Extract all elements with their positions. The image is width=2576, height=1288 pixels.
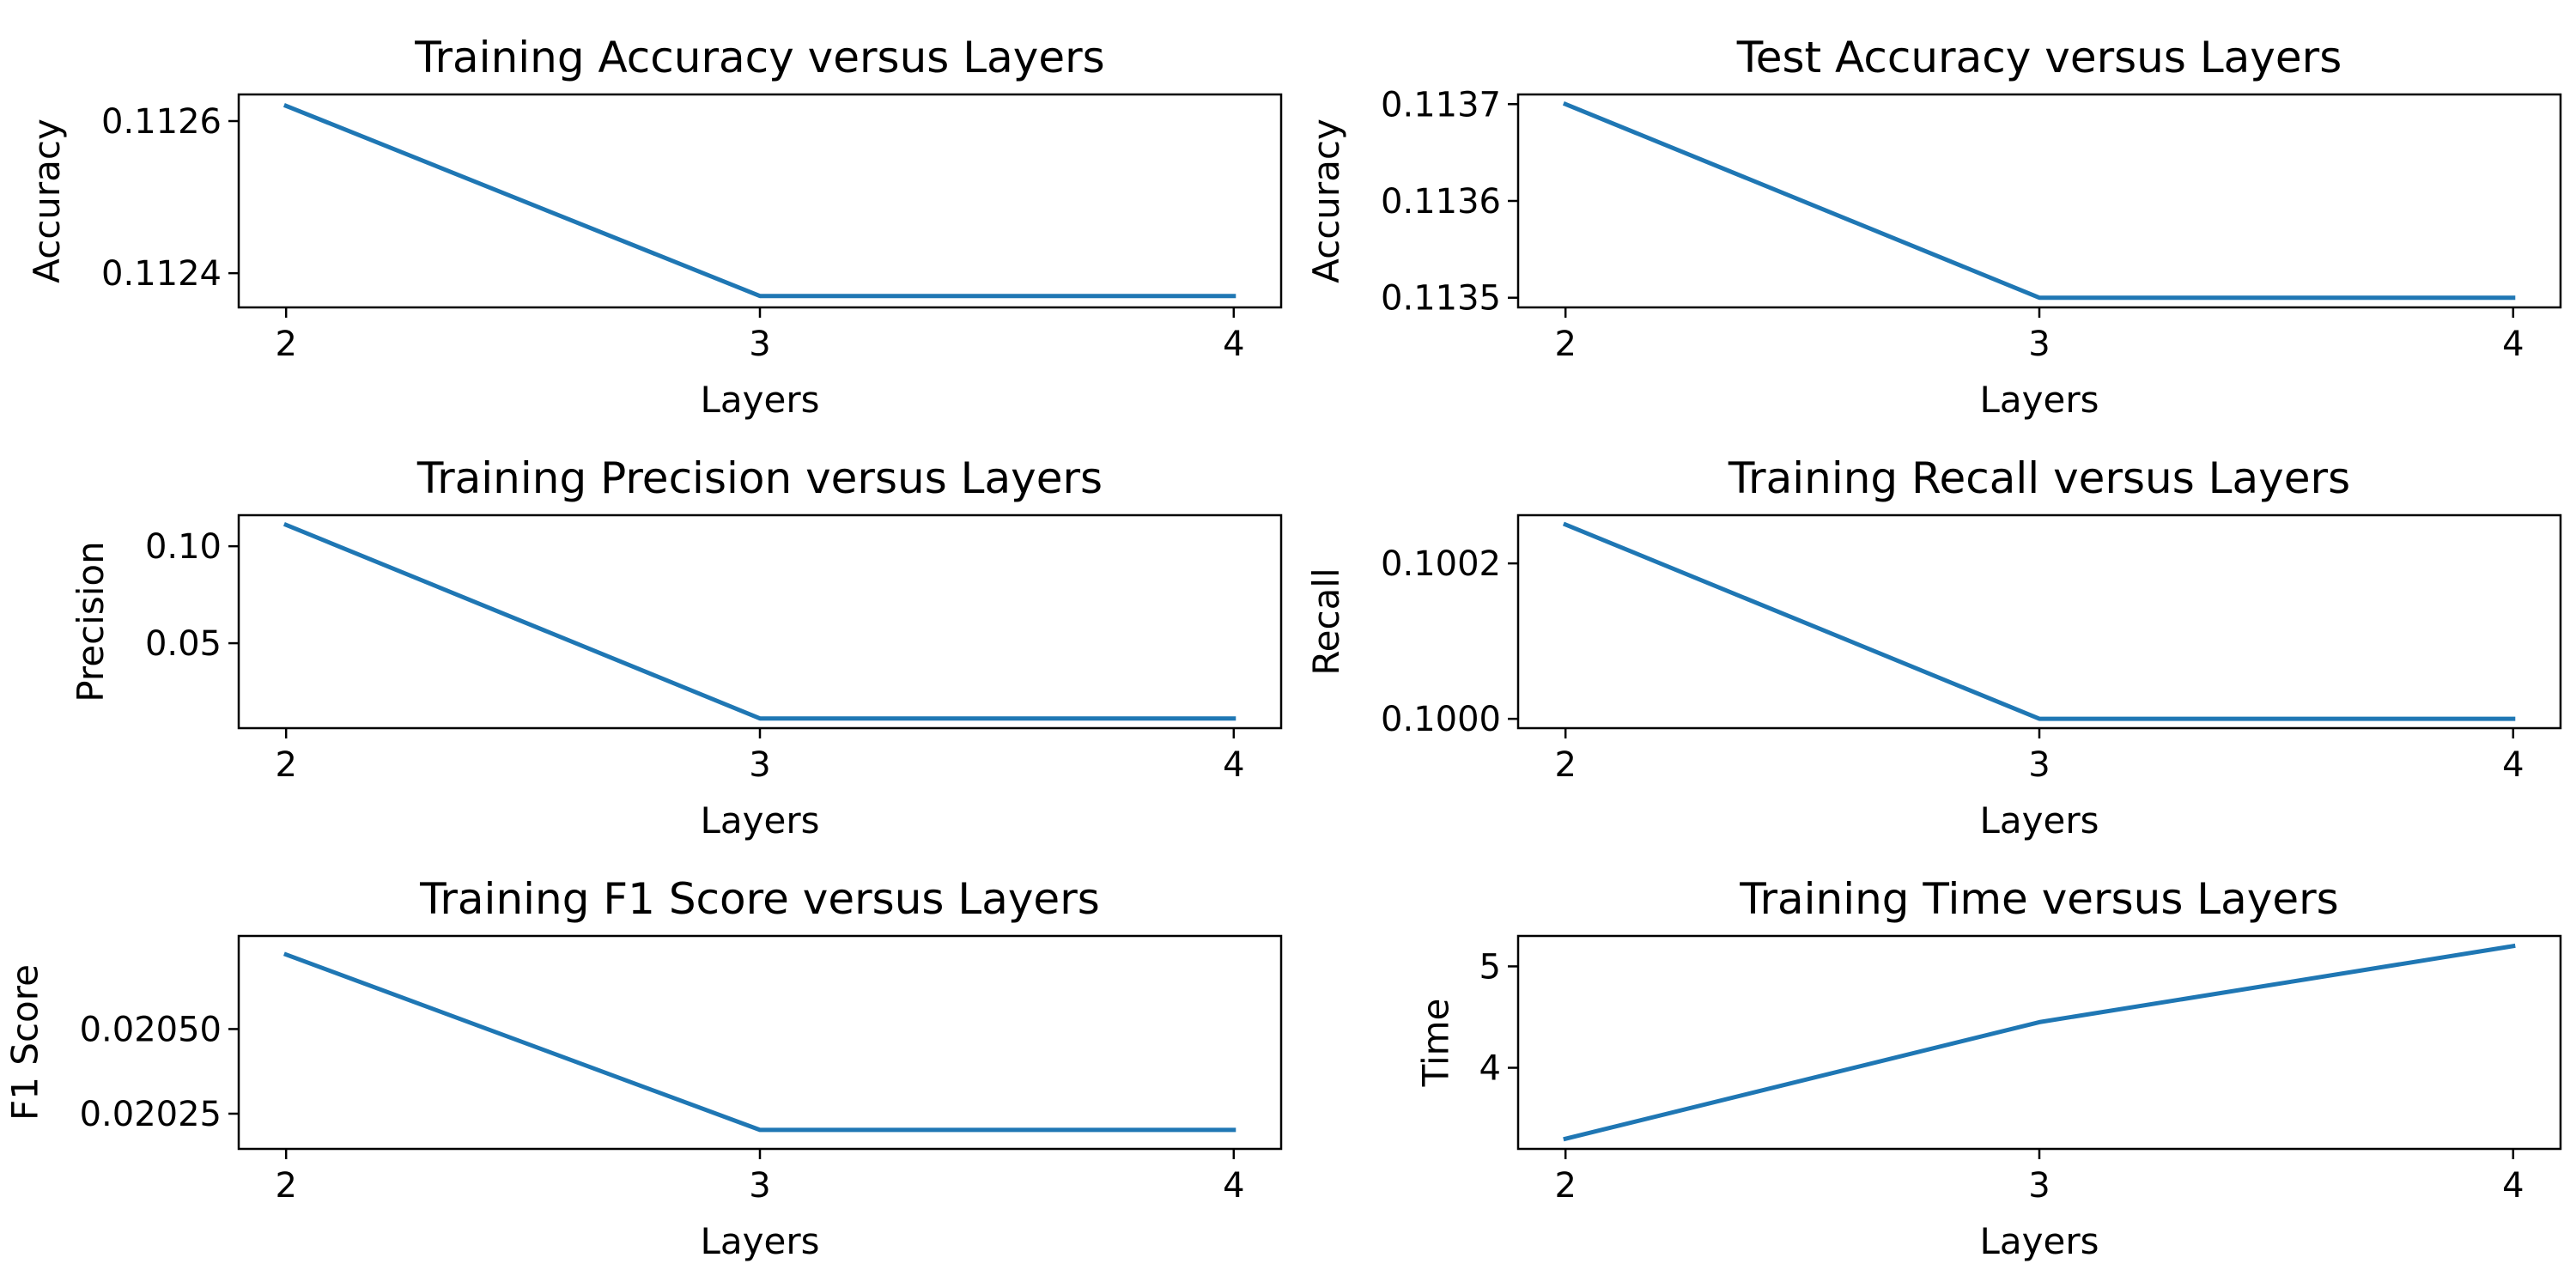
data-line bbox=[283, 951, 1236, 1133]
y-axis-label: Precision bbox=[70, 541, 112, 702]
y-tick-label: 0.10 bbox=[145, 527, 222, 567]
subplot-title: Test Accuracy versus Layers bbox=[1736, 33, 2342, 82]
data-line bbox=[1562, 521, 2516, 721]
x-tick-label: 3 bbox=[2028, 1166, 2050, 1206]
subplot-6: Training Time versus Layers 2 3 4 4 5 Layers Ti… bbox=[1415, 874, 2562, 1262]
x-axis-label: Layers bbox=[701, 379, 820, 421]
axes-frame bbox=[1516, 934, 2562, 1151]
data-line bbox=[283, 103, 1236, 299]
subplot-title: Training Recall versus Layers bbox=[1728, 453, 2350, 503]
subplot-3: Training Precision versus Layers 2 3 4 0.05 0… bbox=[70, 453, 1283, 841]
x-tick-label: 4 bbox=[2502, 325, 2524, 364]
axes-frame bbox=[237, 934, 1283, 1151]
y-tick-label: 0.1137 bbox=[1381, 85, 1501, 125]
subplot-title: Training Accuracy versus Layers bbox=[414, 33, 1104, 82]
subplot-5: Training F1 Score versus Layers 2 3 4 0.0202… bbox=[4, 874, 1283, 1262]
axes-frame bbox=[237, 513, 1283, 730]
x-tick-label: 2 bbox=[1554, 325, 1576, 364]
x-tick-label: 2 bbox=[275, 1166, 296, 1206]
x-tick-label: 4 bbox=[1223, 745, 1244, 785]
y-tick-label: 0.1002 bbox=[1381, 544, 1501, 584]
x-tick-label: 2 bbox=[1554, 745, 1576, 785]
y-tick-label: 0.1124 bbox=[101, 254, 222, 294]
x-tick-label: 4 bbox=[2502, 745, 2524, 785]
subplot-title: Training F1 Score versus Layers bbox=[419, 874, 1100, 924]
y-tick-label: 5 bbox=[1479, 947, 1501, 987]
axes-frame bbox=[1516, 93, 2562, 309]
subplot-title: Training Time versus Layers bbox=[1739, 874, 2339, 924]
data-line bbox=[283, 522, 1236, 721]
data-line bbox=[1563, 943, 2516, 1142]
y-axis-label: Recall bbox=[1305, 568, 1347, 675]
x-tick-label: 2 bbox=[275, 325, 296, 364]
y-axis-label: Time bbox=[1415, 999, 1457, 1088]
x-axis-label: Layers bbox=[701, 1220, 820, 1262]
y-axis-label: Accuracy bbox=[1305, 118, 1347, 283]
y-tick-label: 0.1136 bbox=[1381, 182, 1501, 222]
data-line bbox=[1562, 101, 2516, 301]
x-axis-label: Layers bbox=[1980, 1220, 2099, 1262]
x-tick-label: 3 bbox=[2028, 745, 2050, 785]
subplot-title: Training Precision versus Layers bbox=[416, 453, 1103, 503]
y-tick-label: 4 bbox=[1479, 1049, 1501, 1089]
x-tick-label: 4 bbox=[1223, 325, 1244, 364]
x-tick-label: 4 bbox=[2502, 1166, 2524, 1206]
x-tick-label: 2 bbox=[1554, 1166, 1576, 1206]
x-tick-label: 3 bbox=[749, 325, 770, 364]
x-tick-label: 2 bbox=[275, 745, 296, 785]
y-tick-label: 0.05 bbox=[145, 624, 222, 664]
y-axis-label: F1 Score bbox=[4, 964, 46, 1121]
subplot-2: Test Accuracy versus Layers 2 3 4 0.1135 0.11… bbox=[1305, 33, 2562, 421]
y-tick-label: 0.1000 bbox=[1381, 700, 1501, 739]
y-tick-label: 0.1126 bbox=[101, 102, 222, 142]
axes-frame bbox=[1516, 513, 2562, 730]
x-axis-label: Layers bbox=[1980, 379, 2099, 421]
x-tick-label: 3 bbox=[749, 745, 770, 785]
subplot-4: Training Recall versus Layers 2 3 4 0.1000 0.… bbox=[1305, 453, 2562, 841]
subplot-1: Training Accuracy versus Layers 2 3 4 0.1124… bbox=[26, 33, 1283, 421]
axes-frame bbox=[237, 93, 1283, 309]
y-tick-label: 0.02025 bbox=[80, 1095, 222, 1134]
x-tick-label: 3 bbox=[749, 1166, 770, 1206]
y-tick-label: 0.02050 bbox=[80, 1010, 222, 1049]
y-tick-label: 0.1135 bbox=[1381, 279, 1501, 319]
x-axis-label: Layers bbox=[701, 799, 820, 841]
x-tick-label: 3 bbox=[2028, 325, 2050, 364]
y-axis-label: Accuracy bbox=[26, 118, 68, 283]
x-axis-label: Layers bbox=[1980, 799, 2099, 841]
x-tick-label: 4 bbox=[1223, 1166, 1244, 1206]
